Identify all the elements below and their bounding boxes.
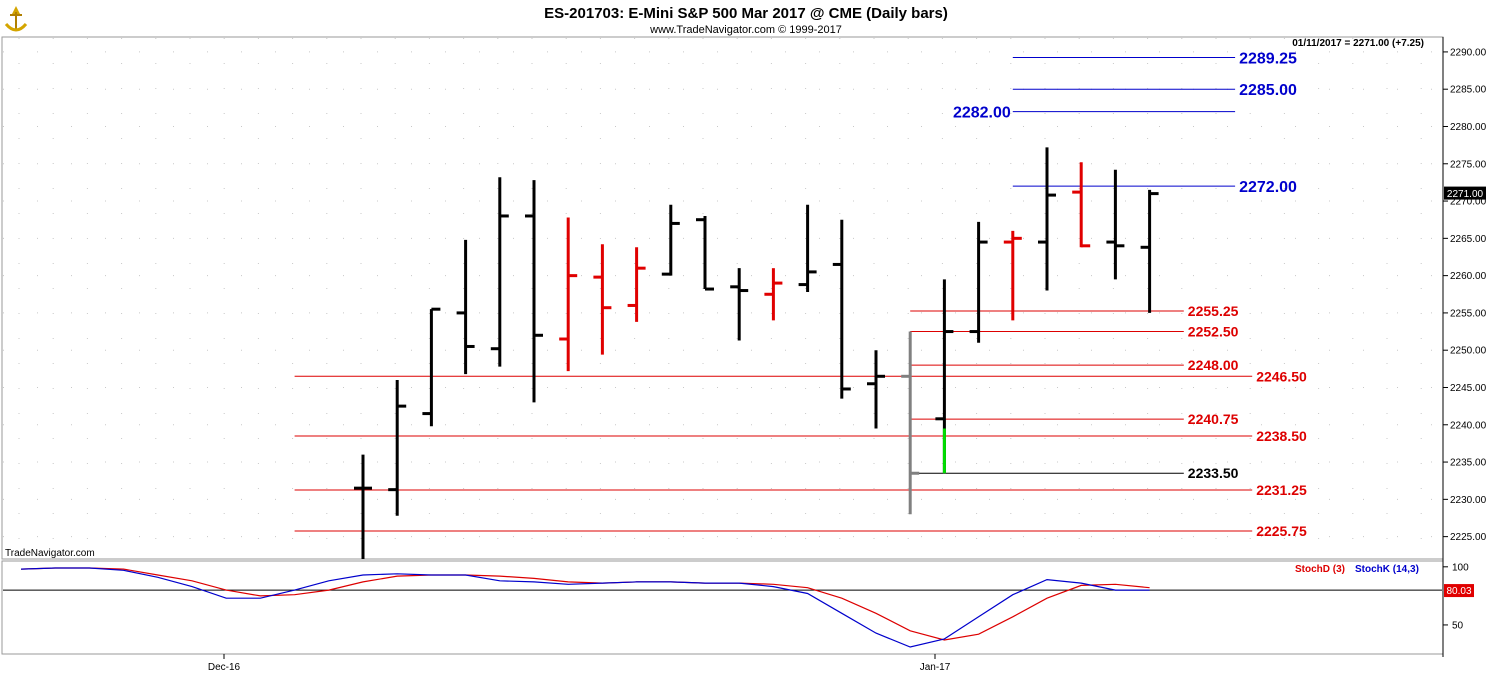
stochastic-value-box [1444,584,1474,598]
watermark: TradeNavigator.com [5,548,95,559]
level-label: 2248.00 [1188,357,1239,373]
level-label: 2231.25 [1256,482,1307,498]
stochastic-tick-label: 100 [1452,562,1469,573]
level-label: 2233.50 [1188,465,1239,481]
price-tick-label: 2240.00 [1450,420,1487,431]
stochd-legend: StochD (3) [1295,564,1345,575]
level-label: 2272.00 [1239,179,1297,196]
price-tick-label: 2275.00 [1450,159,1487,170]
level-label: 2252.50 [1188,324,1239,340]
price-tick-label: 2290.00 [1450,47,1487,58]
price-tick-label: 2225.00 [1450,532,1487,543]
stochastic-lines: 50 100 [3,562,1469,648]
x-tick-label: Dec-16 [208,662,241,673]
price-tick-label: 2265.00 [1450,234,1487,245]
level-label: 2225.75 [1256,523,1307,539]
level-label: 2255.25 [1188,303,1239,319]
chart-title: ES-201703: E-Mini S&P 500 Mar 2017 @ CME… [544,5,948,22]
stochastic-value-label: 80.03 [1446,586,1471,597]
x-axis: Dec-16 Jan-17 [208,654,951,673]
last-price-box [1444,186,1486,200]
price-bars [354,147,1159,559]
stochk-series-line [20,567,1150,648]
last-quote: 01/11/2017 = 2271.00 (+7.25) [1292,38,1424,49]
level-label: 2282.00 [953,105,1011,122]
trade-navigator-logo-icon [4,6,28,32]
stochastic-tick-label: 50 [1452,620,1464,631]
last-price-label: 2271.00 [1447,189,1484,200]
stochd-series-line [20,567,1150,641]
level-label: 2240.75 [1188,411,1239,427]
price-tick-label: 2260.00 [1450,271,1487,282]
price-tick-label: 2270.00 [1450,197,1487,208]
price-tick-label: 2255.00 [1450,308,1487,319]
level-label: 2289.25 [1239,51,1297,68]
x-tick-label: Jan-17 [920,662,951,673]
level-lines: 2289.25 2285.00 2282.00 2272.00 2255.25 2252.… [294,51,1307,539]
price-tick-label: 2230.00 [1450,495,1487,506]
level-label: 2238.50 [1256,428,1307,444]
level-label: 2285.00 [1239,82,1297,99]
price-tick-label: 2280.00 [1450,122,1487,133]
price-tick-label: 2235.00 [1450,458,1487,469]
price-axis: 2225.00 2230.00 2235.00 2240.00 2245.00 2250.… [1443,47,1487,543]
stochk-legend: StochK (14,3) [1355,564,1419,575]
price-tick-label: 2245.00 [1450,383,1487,394]
chart-subtitle: www.TradeNavigator.com © 1999-2017 [649,24,842,36]
price-tick-label: 2250.00 [1450,346,1487,357]
level-label: 2246.50 [1256,368,1307,384]
price-tick-label: 2285.00 [1450,85,1487,96]
